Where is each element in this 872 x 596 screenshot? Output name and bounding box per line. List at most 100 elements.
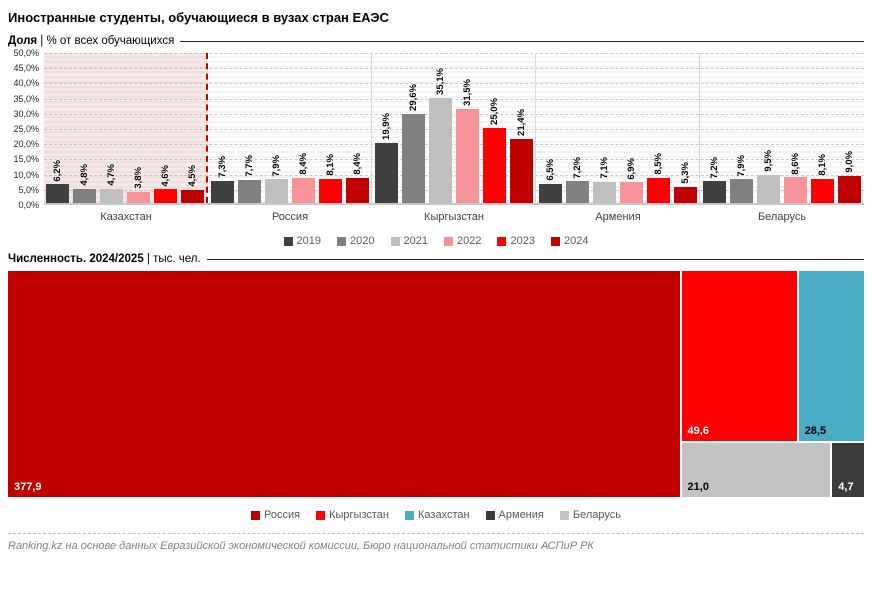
bar-2019 [46,184,69,203]
gridline [44,113,864,115]
treemap-chart: 377,9 49,6 28,5 21,0 4,7 [8,271,864,497]
bar-2024 [345,177,369,203]
bar-group-3: 6,5% 7,2% 7,1% 6,9% 8,5% 5,3% [536,53,700,203]
gridline [44,189,864,191]
bar-2019 [703,181,726,203]
bar-value-label: 8,1% [324,154,336,176]
bar-column: 25,0% [482,53,506,203]
bar-value-label: 25,0% [488,98,500,125]
gridline [44,68,864,70]
bar-2021 [428,97,452,203]
bar-group-1: 7,3% 7,7% 7,9% 8,4% 8,1% 8,4% [208,53,372,203]
bar-value-label: 4,8% [79,163,90,186]
bar-column: 6,2% [46,53,69,203]
bar-value-label: 8,5% [652,152,664,175]
legend-label: Армения [498,509,544,521]
legend-entry: Армения [485,509,544,521]
bar-value-label: 8,4% [351,153,363,175]
bar-column: 4,8% [73,53,96,203]
bar-value-label: 7,2% [709,156,720,179]
bar-2021 [592,181,616,203]
legend-label: 2019 [296,235,322,247]
bar-2023 [154,189,177,203]
bar-column: 9,0% [838,53,861,203]
count-section-title: Численность. 2024/2025 [8,253,144,265]
bar-value-label: 35,1% [434,67,446,95]
bar-value-label: 21,4% [515,108,527,136]
bar-2020 [401,114,425,203]
share-section-title: Доля [8,35,38,47]
bar-group-4: 7,2% 7,9% 9,5% 8,6% 8,1% 9,0% [700,53,864,203]
y-tick-label: 20,0% [13,139,39,150]
bar-group-0: 6,2% 4,8% 4,7% 3,8% 4,6% 4,5% [44,53,208,203]
bar-value-label: 8,4% [297,153,309,175]
legend-entry: 2024 [550,235,588,247]
gridline [44,144,864,146]
bar-value-label: 29,6% [407,84,419,112]
bar-column: 29,6% [401,53,425,203]
bar-2020 [237,179,261,203]
bar-column: 7,7% [237,53,261,203]
bar-column: 4,6% [154,53,177,203]
year-legend: 2019 2020 2021 2022 2023 2024 [8,235,864,247]
bar-column: 9,5% [757,53,780,203]
bar-2022 [455,108,479,203]
legend-swatch [390,236,400,246]
legend-swatch [485,510,495,520]
y-tick-label: 10,0% [13,169,39,180]
legend-entry: Кыргызстан [316,509,389,521]
x-category-label: Россия [271,211,309,223]
treemap-cell: 21,0 [681,443,831,497]
bar-value-label: 7,3% [216,156,228,179]
bar-column: 4,7% [100,53,123,203]
y-tick-label: 30,0% [13,108,39,119]
legend-entry: 2022 [444,235,481,247]
legend-label: Кыргызстан [329,509,389,521]
bar-column: 6,9% [619,53,643,203]
legend-swatch [337,236,347,246]
bar-value-label: 4,7% [106,164,117,186]
bar-value-label: 31,5% [461,78,473,106]
bar-value-label: 4,5% [187,164,198,187]
bar-2022 [784,177,807,203]
y-tick-label: 15,0% [13,154,39,165]
x-category-label: Кыргызстан [424,211,484,223]
gridline [44,129,864,130]
treemap-cell: 4,7 [832,443,864,497]
x-category-label: Армения [595,211,641,223]
bar-2021 [757,174,780,203]
bar-2023 [646,177,670,203]
bar-value-label: 7,1% [598,157,610,179]
bar-column: 19,9% [374,53,398,203]
legend-swatch [316,510,326,520]
bar-value-label: 5,3% [679,162,691,185]
bar-group-2: 19,9% 29,6% 35,1% 31,5% 25,0% 21,4% [372,53,536,203]
legend-swatch [550,236,560,246]
legend-entry: 2020 [337,235,375,247]
count-section-subtitle: | тыс. чел. [143,253,201,265]
y-tick-label: 5,0% [18,184,39,195]
bar-column: 8,1% [318,53,342,203]
count-section-header: Численность. 2024/2025 | тыс. чел. [8,253,864,265]
bar-2022 [291,177,315,203]
bar-value-label: 7,9% [736,154,747,177]
bar-value-label: 8,6% [790,152,801,175]
legend-label: 2022 [457,235,482,247]
legend-label: Россия [264,509,301,521]
y-tick-label: 40,0% [13,78,39,89]
bar-column: 3,8% [127,53,150,203]
bar-column: 7,1% [592,53,616,203]
legend-label: 2023 [510,235,535,247]
share-section-rule [180,40,864,42]
legend-swatch [283,236,293,246]
bar-2020 [73,188,96,203]
bar-column: 7,9% [730,53,753,203]
legend-swatch [444,236,453,246]
bar-2023 [811,178,834,203]
bar-column: 21,4% [509,53,533,203]
y-tick-label: 45,0% [13,63,39,74]
bar-chart-plot-area: 6,2% 4,8% 4,7% 3,8% 4,6% 4,5% 7,3% 7,7% 7,9% 8,4%… [44,53,864,205]
gridline [44,83,864,85]
bar-2024 [509,138,533,203]
